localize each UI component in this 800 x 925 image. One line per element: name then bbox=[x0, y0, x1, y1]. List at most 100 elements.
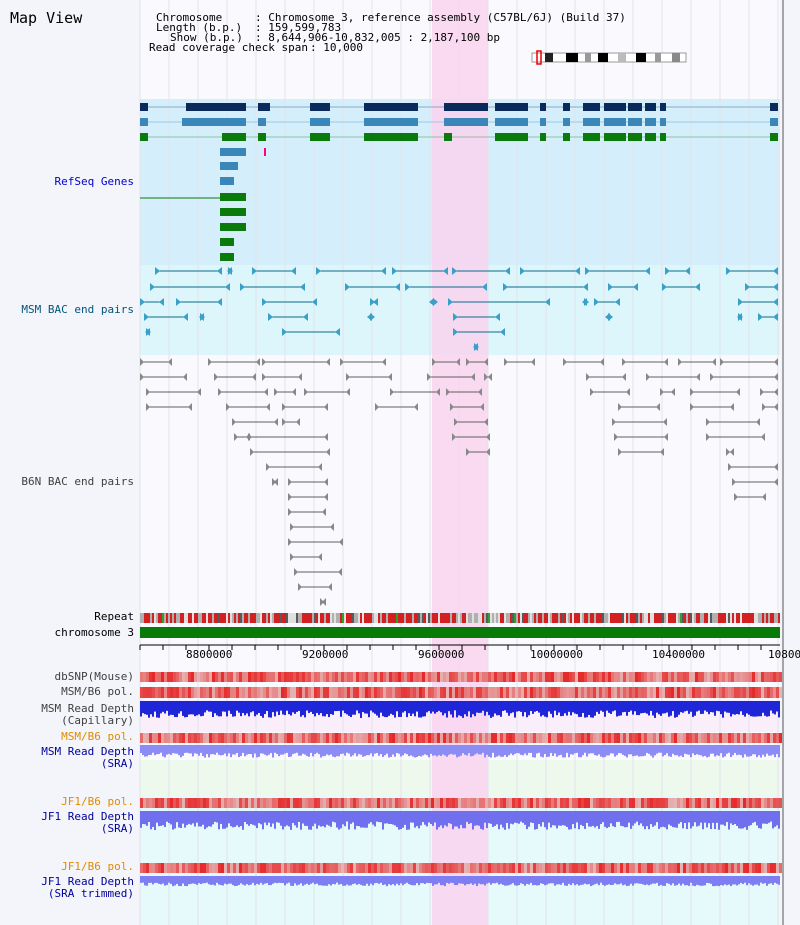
read-depth-bar bbox=[682, 745, 684, 758]
read-depth-bar bbox=[368, 701, 370, 718]
heatmap-cell bbox=[302, 863, 305, 873]
read-depth-bar bbox=[694, 811, 696, 823]
heatmap-cell bbox=[755, 798, 758, 808]
read-depth-bar bbox=[660, 811, 662, 828]
read-depth-bar bbox=[254, 811, 256, 826]
heatmap-cell bbox=[737, 798, 740, 808]
heatmap-cell bbox=[554, 672, 557, 682]
heatmap-cell bbox=[575, 798, 578, 808]
heatmap-cell bbox=[197, 733, 200, 743]
heatmap-cell bbox=[635, 733, 638, 743]
track-label-jf1-pol-trim: JF1/B6 pol. bbox=[61, 860, 134, 873]
read-depth-bar bbox=[236, 876, 238, 886]
heatmap-cell bbox=[701, 798, 704, 808]
read-depth-bar bbox=[602, 876, 604, 885]
track-label-b6n-bac[interactable]: B6N BAC end pairs bbox=[21, 475, 134, 488]
read-depth-bar bbox=[396, 745, 398, 753]
bac-end-marker bbox=[218, 388, 222, 396]
read-depth-bar bbox=[172, 811, 174, 830]
read-depth-bar bbox=[696, 701, 698, 712]
read-depth-bar bbox=[690, 745, 692, 758]
heatmap-cell bbox=[596, 863, 599, 873]
read-depth-bar bbox=[442, 811, 444, 829]
heatmap-cell bbox=[557, 687, 560, 698]
repeat-segment bbox=[404, 613, 406, 623]
read-depth-bar bbox=[730, 745, 732, 758]
read-depth-bar bbox=[508, 876, 510, 886]
heatmap-cell bbox=[527, 672, 530, 682]
read-depth-bar bbox=[246, 876, 248, 885]
repeat-segment bbox=[282, 613, 284, 623]
read-depth-bar bbox=[338, 745, 340, 757]
heatmap-cell bbox=[743, 687, 746, 698]
heatmap-cell bbox=[233, 672, 236, 682]
read-depth-bar bbox=[356, 745, 358, 757]
read-depth-bar bbox=[160, 745, 162, 753]
gene-exon bbox=[628, 103, 642, 111]
read-depth-bar bbox=[526, 876, 528, 884]
heatmap-cell bbox=[263, 863, 266, 873]
read-depth-bar bbox=[604, 701, 606, 717]
read-depth-bar bbox=[234, 701, 236, 717]
heatmap-cell bbox=[410, 687, 413, 698]
heatmap-cell bbox=[245, 672, 248, 682]
read-depth-bar bbox=[644, 701, 646, 713]
heatmap-cell bbox=[221, 798, 224, 808]
heatmap-cell bbox=[140, 863, 143, 873]
heatmap-cell bbox=[440, 863, 443, 873]
read-depth-bar bbox=[452, 701, 454, 718]
read-depth-bar bbox=[464, 876, 466, 886]
heatmap-cell bbox=[266, 863, 269, 873]
repeat-segment bbox=[642, 613, 644, 623]
read-depth-bar bbox=[744, 745, 746, 755]
bac-end-marker bbox=[432, 358, 436, 366]
repeat-segment bbox=[382, 613, 384, 623]
read-depth-bar bbox=[168, 876, 170, 883]
bac-end-marker bbox=[140, 298, 145, 306]
read-depth-bar bbox=[620, 745, 622, 754]
read-depth-bar bbox=[636, 701, 638, 716]
repeat-segment bbox=[152, 613, 154, 623]
heatmap-cell bbox=[251, 687, 254, 698]
read-depth-bar bbox=[480, 876, 482, 885]
read-depth-bar bbox=[292, 701, 294, 713]
repeat-segment bbox=[778, 613, 780, 623]
read-depth-bar bbox=[716, 745, 718, 756]
heatmap-cell bbox=[179, 733, 182, 743]
read-depth-bar bbox=[620, 811, 622, 826]
read-depth-bar bbox=[372, 701, 374, 713]
heatmap-cell bbox=[341, 733, 344, 743]
read-depth-bar bbox=[578, 876, 580, 886]
read-depth-bar bbox=[188, 745, 190, 754]
heatmap-cell bbox=[452, 733, 455, 743]
heatmap-cell bbox=[410, 798, 413, 808]
read-depth-bar bbox=[160, 876, 162, 885]
read-depth-bar bbox=[512, 701, 514, 713]
read-depth-bar bbox=[518, 811, 520, 824]
read-depth-bar bbox=[616, 745, 618, 756]
bac-end-marker bbox=[695, 283, 700, 291]
read-depth-bar bbox=[546, 701, 548, 718]
read-depth-bar bbox=[356, 876, 358, 885]
read-depth-bar bbox=[402, 811, 404, 828]
repeat-segment bbox=[430, 613, 432, 623]
heatmap-cell bbox=[209, 863, 212, 873]
track-label-refseq[interactable]: RefSeq Genes bbox=[54, 175, 134, 188]
ideogram bbox=[531, 52, 687, 63]
read-depth-bar bbox=[306, 745, 308, 756]
heatmap-cell bbox=[506, 863, 509, 873]
track-label-msm-bac[interactable]: MSM BAC end pairs bbox=[21, 303, 134, 316]
read-depth-bar bbox=[670, 701, 672, 716]
read-depth-bar bbox=[652, 701, 654, 716]
read-depth-bar bbox=[388, 876, 390, 885]
repeat-segment bbox=[464, 613, 466, 623]
read-depth-bar bbox=[532, 876, 534, 886]
read-depth-bar bbox=[718, 876, 720, 887]
heatmap-cell bbox=[722, 687, 725, 698]
gene-exon bbox=[258, 133, 266, 141]
read-depth-bar bbox=[746, 745, 748, 757]
read-depth-bar bbox=[352, 701, 354, 715]
heatmap-cell bbox=[701, 672, 704, 682]
heatmap-cell bbox=[158, 687, 161, 698]
